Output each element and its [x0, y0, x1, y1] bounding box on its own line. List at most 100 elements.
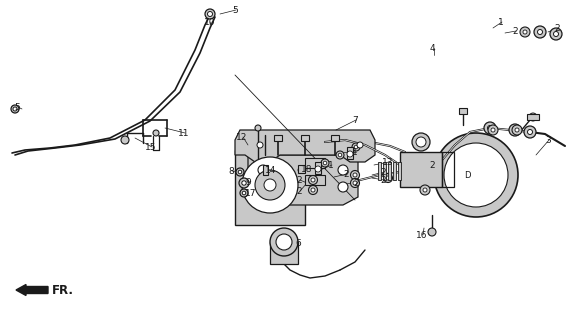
Text: 11: 11 — [178, 129, 189, 138]
Bar — [400, 152, 442, 187]
Text: 16: 16 — [416, 230, 428, 239]
Circle shape — [315, 166, 321, 172]
Circle shape — [242, 157, 298, 213]
Circle shape — [509, 124, 521, 136]
Bar — [315, 162, 321, 174]
Circle shape — [242, 181, 246, 185]
Polygon shape — [248, 155, 358, 205]
Circle shape — [352, 143, 360, 151]
Text: 5: 5 — [232, 5, 238, 14]
Circle shape — [515, 128, 519, 132]
Circle shape — [308, 175, 317, 185]
Circle shape — [520, 27, 530, 37]
Bar — [383, 162, 386, 180]
Bar — [393, 162, 396, 180]
Circle shape — [529, 113, 537, 121]
Circle shape — [323, 161, 327, 165]
Circle shape — [351, 179, 359, 188]
Text: 14: 14 — [265, 165, 276, 174]
Circle shape — [238, 170, 242, 174]
Bar — [378, 162, 381, 180]
Text: 8: 8 — [228, 166, 234, 175]
Circle shape — [537, 29, 542, 35]
Circle shape — [257, 142, 263, 148]
Circle shape — [264, 179, 276, 191]
Bar — [331, 135, 339, 141]
Circle shape — [488, 125, 498, 135]
Circle shape — [534, 26, 546, 38]
Circle shape — [153, 130, 159, 136]
Bar — [235, 150, 305, 225]
Circle shape — [207, 12, 212, 17]
Text: 2: 2 — [512, 27, 518, 36]
Bar — [347, 147, 353, 159]
Text: 13: 13 — [382, 157, 394, 166]
Circle shape — [386, 176, 390, 180]
Text: 17: 17 — [245, 188, 257, 197]
Circle shape — [553, 31, 559, 36]
Text: 1: 1 — [498, 18, 504, 27]
Circle shape — [205, 9, 215, 19]
Circle shape — [428, 228, 436, 236]
Text: 2: 2 — [380, 175, 386, 185]
Text: 5: 5 — [14, 102, 20, 111]
Circle shape — [270, 228, 298, 256]
Text: 2: 2 — [429, 161, 435, 170]
Bar — [298, 165, 305, 173]
Text: 7: 7 — [352, 116, 358, 124]
Circle shape — [513, 127, 518, 132]
Circle shape — [258, 182, 268, 192]
Circle shape — [528, 130, 533, 134]
Circle shape — [276, 234, 292, 250]
Polygon shape — [235, 130, 375, 162]
Circle shape — [353, 181, 357, 185]
Circle shape — [298, 167, 304, 173]
Circle shape — [550, 28, 562, 40]
Text: 18: 18 — [301, 164, 312, 173]
Circle shape — [354, 145, 358, 149]
Bar — [274, 135, 282, 141]
Circle shape — [484, 122, 496, 134]
Circle shape — [236, 168, 244, 176]
Text: 2: 2 — [380, 167, 386, 177]
Circle shape — [353, 173, 357, 177]
Circle shape — [336, 151, 344, 159]
Circle shape — [420, 185, 430, 195]
Circle shape — [258, 165, 268, 175]
Circle shape — [255, 125, 261, 131]
Text: 1: 1 — [328, 161, 333, 170]
Text: 2: 2 — [343, 170, 348, 179]
Circle shape — [11, 105, 19, 113]
Bar — [388, 162, 391, 180]
Circle shape — [121, 136, 129, 144]
Text: 9: 9 — [245, 178, 251, 187]
Bar — [442, 152, 454, 187]
Text: 6: 6 — [295, 238, 301, 247]
Circle shape — [255, 170, 285, 200]
Text: 2: 2 — [554, 23, 560, 33]
Circle shape — [338, 153, 342, 157]
Text: 15: 15 — [145, 142, 157, 151]
Circle shape — [321, 159, 329, 167]
Text: 2: 2 — [296, 187, 301, 196]
Circle shape — [239, 178, 249, 188]
Circle shape — [491, 128, 495, 132]
Bar — [459, 108, 467, 114]
Circle shape — [416, 137, 426, 147]
Circle shape — [351, 171, 359, 180]
Text: 4: 4 — [430, 44, 436, 52]
Bar — [527, 114, 539, 120]
Circle shape — [242, 191, 246, 195]
Bar — [398, 162, 401, 180]
Circle shape — [338, 165, 348, 175]
Circle shape — [311, 188, 315, 192]
Circle shape — [383, 173, 393, 182]
Circle shape — [524, 126, 536, 138]
Circle shape — [240, 189, 248, 197]
Text: 3: 3 — [545, 135, 550, 145]
Circle shape — [512, 125, 522, 135]
FancyArrow shape — [16, 284, 48, 295]
Circle shape — [412, 133, 430, 151]
Circle shape — [423, 188, 427, 192]
Text: 2: 2 — [296, 175, 301, 185]
